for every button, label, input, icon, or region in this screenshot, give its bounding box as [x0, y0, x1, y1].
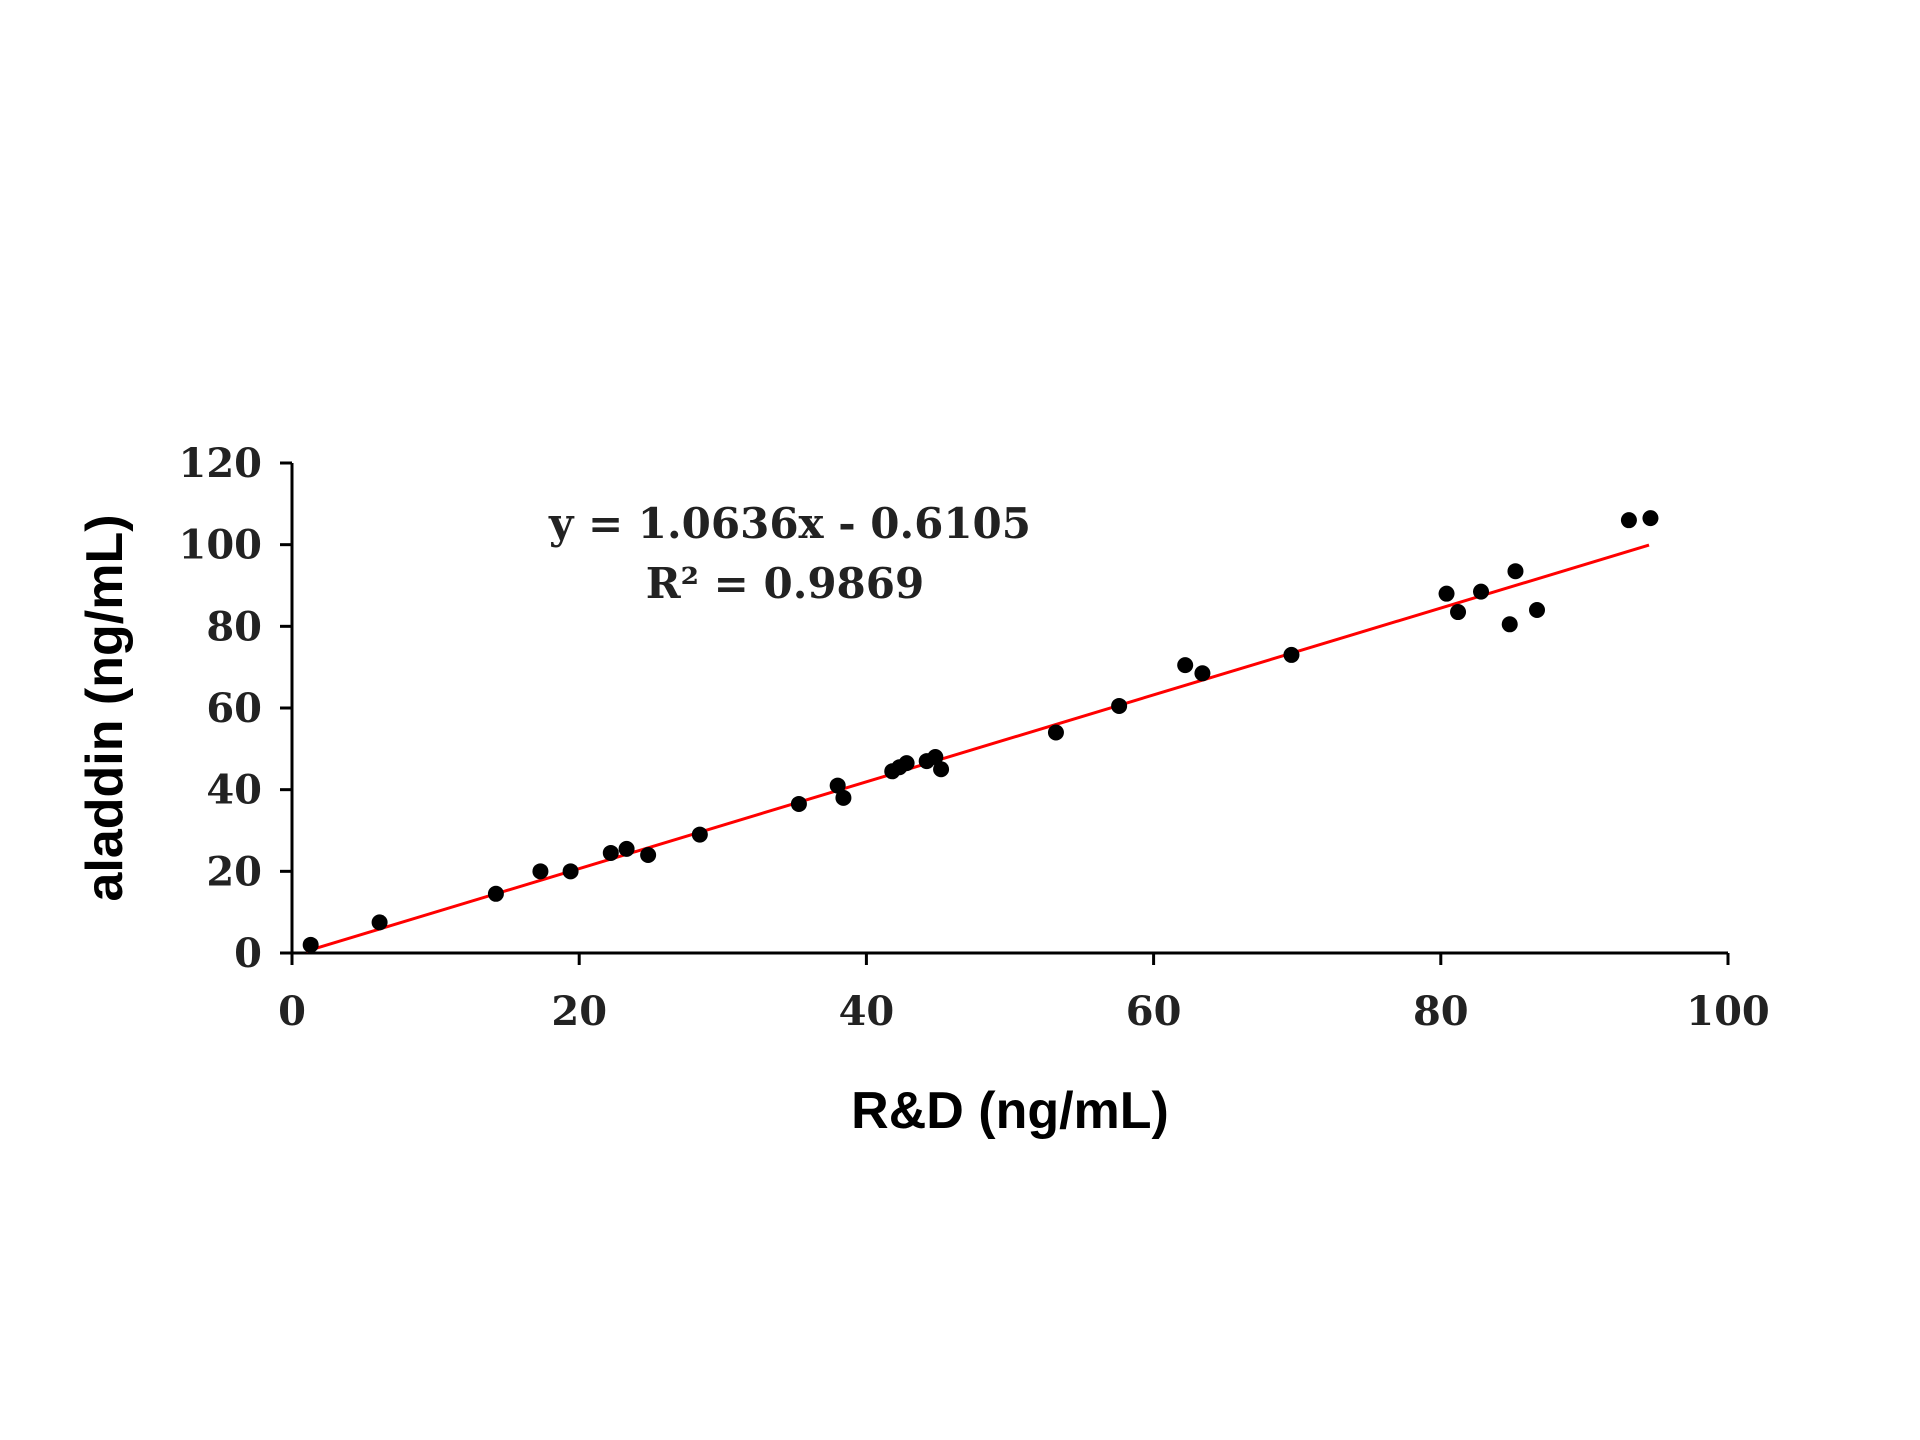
data-point	[602, 844, 619, 861]
data-point	[1642, 510, 1659, 527]
x-axis-title: R&D (ng/mL)	[851, 1082, 1169, 1140]
data-point	[790, 795, 807, 812]
data-point	[302, 936, 319, 953]
data-point	[562, 863, 579, 880]
data-point	[1438, 585, 1455, 602]
data-point	[1450, 604, 1467, 621]
data-point	[1620, 512, 1637, 529]
x-tick-label: 60	[1126, 988, 1182, 1035]
x-tick-label: 0	[278, 988, 306, 1035]
data-point	[640, 847, 657, 863]
data-point	[487, 885, 504, 902]
data-point	[933, 761, 950, 778]
r-squared-label: R² = 0.9869	[646, 559, 924, 608]
data-point	[835, 789, 852, 806]
regression-equation: y = 1.0636x - 0.6105	[548, 499, 1031, 548]
data-point	[829, 777, 846, 794]
data-point	[691, 826, 708, 843]
data-point	[1047, 724, 1064, 741]
data-point	[1283, 646, 1300, 663]
data-point	[1177, 657, 1194, 674]
trendline	[305, 543, 1650, 953]
x-tick-label: 80	[1413, 988, 1469, 1035]
data-point	[1507, 563, 1524, 580]
data-point	[1194, 665, 1211, 682]
data-point	[927, 749, 944, 765]
data-point	[1529, 602, 1546, 618]
data-point	[532, 863, 549, 880]
data-points	[302, 510, 1659, 953]
y-axis-title: aladdin (ng/mL)	[76, 514, 134, 901]
y-tick-label: 20	[206, 848, 262, 895]
y-tick-label: 80	[206, 603, 262, 650]
data-point	[371, 914, 388, 931]
x-tick-label: 20	[551, 988, 607, 1035]
x-tick-label: 40	[839, 988, 895, 1035]
y-tick-label: 0	[234, 930, 262, 977]
data-point	[1501, 616, 1518, 633]
y-tick-label: 40	[206, 767, 262, 814]
data-point	[1111, 697, 1128, 714]
data-point	[618, 840, 635, 857]
data-point	[898, 755, 915, 772]
data-point	[1473, 583, 1490, 600]
ticks: 0 20 40 60 80 100 0 20 40 60 80 100 120	[179, 440, 1770, 1035]
y-tick-label: 60	[206, 685, 262, 732]
x-tick-label: 100	[1686, 988, 1770, 1035]
y-tick-label: 100	[179, 522, 263, 569]
y-tick-label: 120	[179, 440, 263, 487]
